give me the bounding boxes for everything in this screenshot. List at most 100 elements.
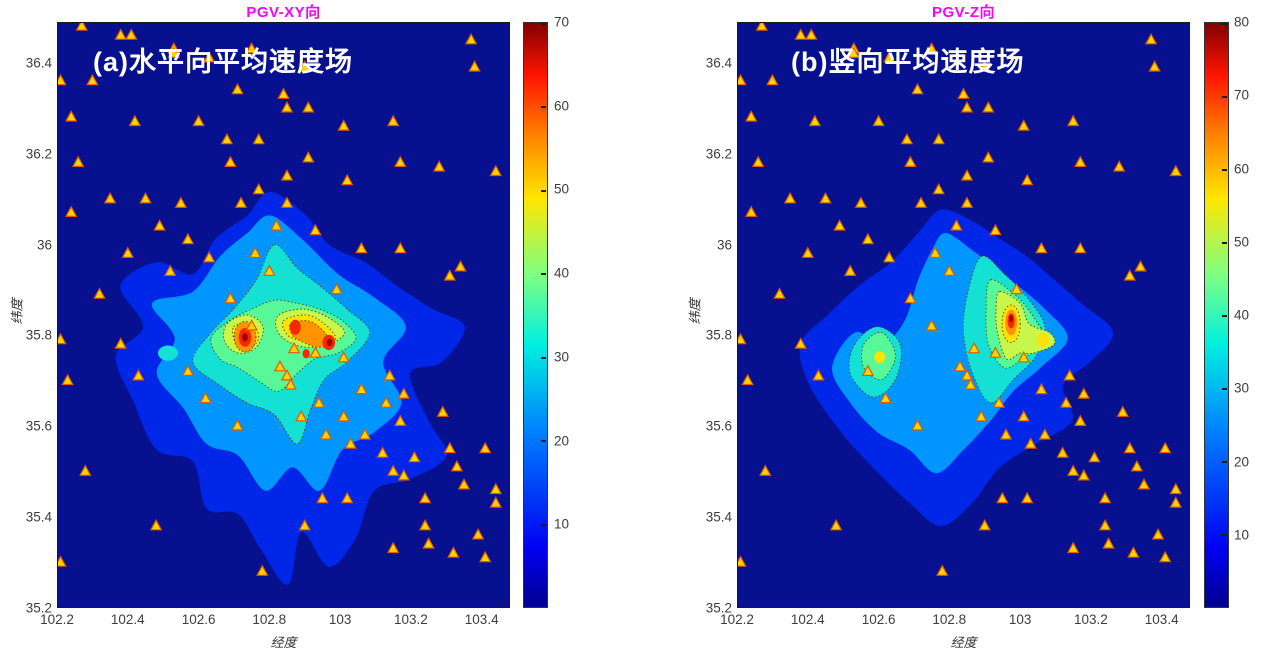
colorbar-left (523, 22, 548, 608)
colorbar-tick-label: 70 (1234, 87, 1250, 103)
station-triangle-marker (471, 528, 485, 540)
station-triangle-marker (801, 246, 815, 258)
y-tick-label: 36 (716, 237, 732, 253)
axes-box (57, 22, 510, 608)
contour-level-42 (874, 351, 886, 364)
colorbar-tick-mark (1222, 23, 1227, 25)
station-triangle-marker (468, 60, 481, 72)
colorbar-tick-label: 60 (1234, 161, 1250, 176)
station-triangle-marker (1088, 450, 1101, 463)
station-triangle-marker (422, 537, 435, 549)
station-triangle-marker (1169, 164, 1183, 177)
y-tick-label: 35.8 (705, 327, 732, 343)
station-triangle-marker (231, 82, 244, 95)
station-triangle-marker (1123, 441, 1137, 454)
station-triangle-marker (358, 428, 372, 440)
station-triangle-marker (1059, 396, 1073, 408)
station-triangle-marker (394, 414, 407, 426)
station-triangle-marker (245, 42, 258, 54)
colorbar-tick-mark (1222, 96, 1227, 98)
station-triangle-marker (1169, 482, 1183, 495)
station-triangle-marker (1074, 414, 1087, 426)
y-tick-label: 36.2 (705, 146, 732, 162)
station-triangle-marker (379, 396, 393, 408)
station-triangle-marker (263, 264, 276, 276)
y-axis-label-left: 纬度 (9, 298, 25, 325)
station-triangle-marker (309, 223, 322, 236)
station-triangle-marker (256, 564, 269, 576)
station-triangle-marker (1169, 496, 1183, 508)
x-tick-label: 102.6 (861, 612, 896, 627)
station-triangle-marker (794, 28, 807, 40)
station-triangle-marker (443, 441, 457, 454)
y-tick-label: 36.4 (705, 55, 732, 71)
y-axis-label-right: 纬度 (687, 298, 703, 325)
station-triangle-marker (861, 364, 875, 376)
station-triangle-marker (1035, 382, 1048, 395)
station-triangle-marker (1010, 282, 1023, 295)
station-triangle-marker (340, 173, 354, 186)
station-triangle-marker (960, 369, 974, 381)
colorbar-tick-mark (1222, 315, 1227, 317)
station-triangle-marker (163, 264, 177, 276)
station-triangle-marker (1112, 160, 1126, 172)
station-triangle-marker (1077, 469, 1091, 481)
colorbar-tick-mark (1222, 461, 1227, 463)
station-triangle-marker (974, 409, 988, 422)
station-triangle-marker (298, 518, 311, 531)
station-triangle-marker (273, 359, 287, 372)
station-triangle-marker (932, 182, 945, 195)
station-triangle-marker (447, 546, 460, 558)
contour-level-63 (242, 333, 248, 342)
station-triangle-marker (1123, 269, 1137, 281)
station-triangle-marker (882, 250, 896, 263)
station-triangle-marker (454, 260, 467, 272)
colorbar-tick-label: 60 (554, 98, 570, 114)
station-triangle-marker (340, 491, 354, 504)
x-tick-label: 103.2 (1073, 612, 1108, 627)
station-triangle-marker (967, 341, 981, 354)
colorbar-tick-mark (1222, 242, 1227, 244)
station-triangle-marker (71, 155, 85, 167)
station-triangle-marker (1158, 441, 1172, 454)
station-triangle-marker (383, 369, 396, 381)
station-triangle-marker (964, 378, 977, 390)
station-triangle-marker (989, 223, 1002, 236)
station-triangle-marker (280, 369, 294, 381)
colorbar-tick-label: 30 (1234, 380, 1250, 396)
x-tick-label: 103.4 (464, 612, 499, 627)
colorbar-tick-label: 40 (554, 265, 570, 281)
station-triangle-marker (280, 196, 294, 208)
station-triangle-marker (943, 264, 956, 276)
contour-level-63 (327, 339, 333, 346)
station-triangle-marker (75, 22, 89, 31)
station-triangle-marker (914, 196, 928, 208)
panel-annotation-left: (a)水平向平均速度场 (93, 47, 353, 77)
x-axis-label-left: 经度 (270, 635, 297, 650)
colorbar-tick-mark (1222, 388, 1227, 390)
station-triangle-marker (309, 346, 322, 358)
station-triangle-marker (1038, 428, 1052, 440)
x-tick-label: 103.2 (393, 612, 428, 627)
station-triangle-marker (950, 219, 963, 231)
station-triangle-marker (139, 191, 152, 204)
x-axis-ticks-right: 102.2 102.4 102.6 102.8 103 103.2 103.4 (720, 612, 1190, 630)
station-triangle-marker (224, 155, 237, 167)
station-triangle-marker (960, 169, 974, 181)
y-tick-label: 35.2 (705, 600, 732, 616)
x-tick-label: 102.2 (40, 612, 74, 627)
station-triangle-marker (316, 491, 329, 504)
station-triangle-marker (1020, 491, 1034, 504)
station-triangle-marker (181, 232, 195, 245)
station-triangle-marker (1017, 119, 1030, 131)
x-tick-label: 103 (328, 612, 352, 627)
station-triangle-marker (1020, 173, 1034, 186)
station-triangle-marker (1144, 32, 1158, 45)
station-triangle-marker (312, 396, 326, 408)
station-triangle-marker (925, 319, 938, 331)
station-triangle-marker (386, 464, 400, 476)
station-triangle-marker (294, 409, 308, 422)
station-triangle-marker (1098, 491, 1112, 504)
station-triangle-marker (394, 241, 407, 254)
